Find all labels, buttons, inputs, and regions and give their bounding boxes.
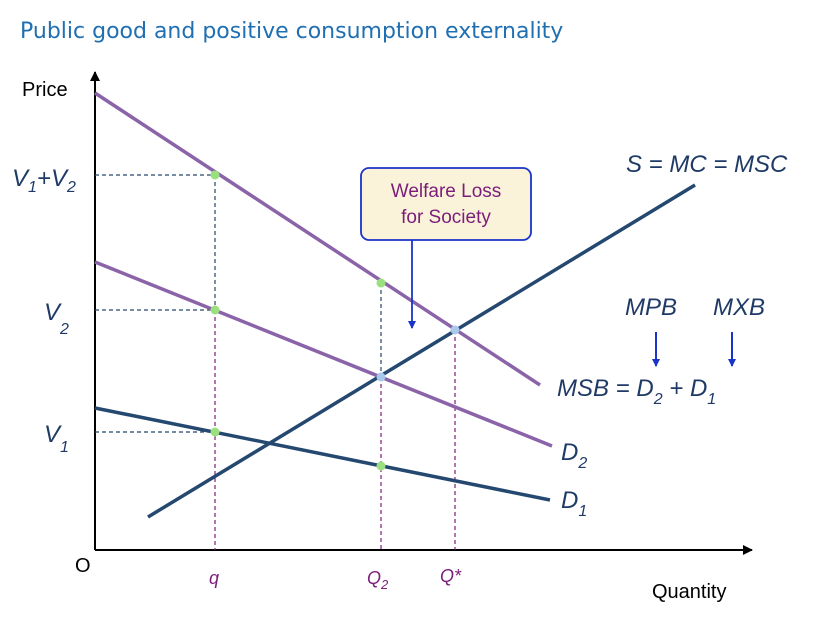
quantity-label-q: q (209, 568, 219, 588)
point-private-equilibrium (376, 372, 386, 382)
d2-curve (94, 260, 553, 448)
msb-curve (94, 91, 541, 387)
mpb-label: MPB (625, 294, 677, 321)
point-msb-at-q (210, 170, 220, 180)
welfare-loss-box (360, 167, 532, 241)
supply-curve (147, 183, 696, 519)
supply-label: S = MC = MSC (626, 151, 788, 178)
welfare-loss-line1: Welfare Loss (391, 181, 502, 202)
quantity-label-q2: Q2 (367, 568, 389, 592)
point-d2-at-q (210, 305, 220, 315)
price-label-v1: V1 (44, 421, 69, 456)
welfare-loss-line2: for Society (401, 207, 491, 228)
point-d1-at-q2 (376, 461, 386, 471)
chart-title: Public good and positive consumption ext… (20, 19, 563, 44)
point-d1-at-q (210, 427, 220, 437)
mxb-label: MXB (713, 294, 765, 321)
d2-label: D2 (561, 439, 587, 472)
msb-label: MSB = D2 + D1 (557, 375, 716, 408)
d1-label: D1 (561, 487, 587, 520)
price-label-v1-plus-v2: V1+V2 (12, 165, 76, 196)
point-msb-at-q2 (376, 278, 386, 288)
point-social-optimum (450, 325, 460, 335)
price-label-v2: V2 (44, 299, 69, 338)
d1-curve (94, 406, 551, 502)
y-axis-label: Price (22, 79, 68, 101)
quantity-label-qstar: Q* (440, 566, 462, 586)
x-axis-label: Quantity (652, 581, 726, 603)
origin-label: O (75, 555, 91, 577)
